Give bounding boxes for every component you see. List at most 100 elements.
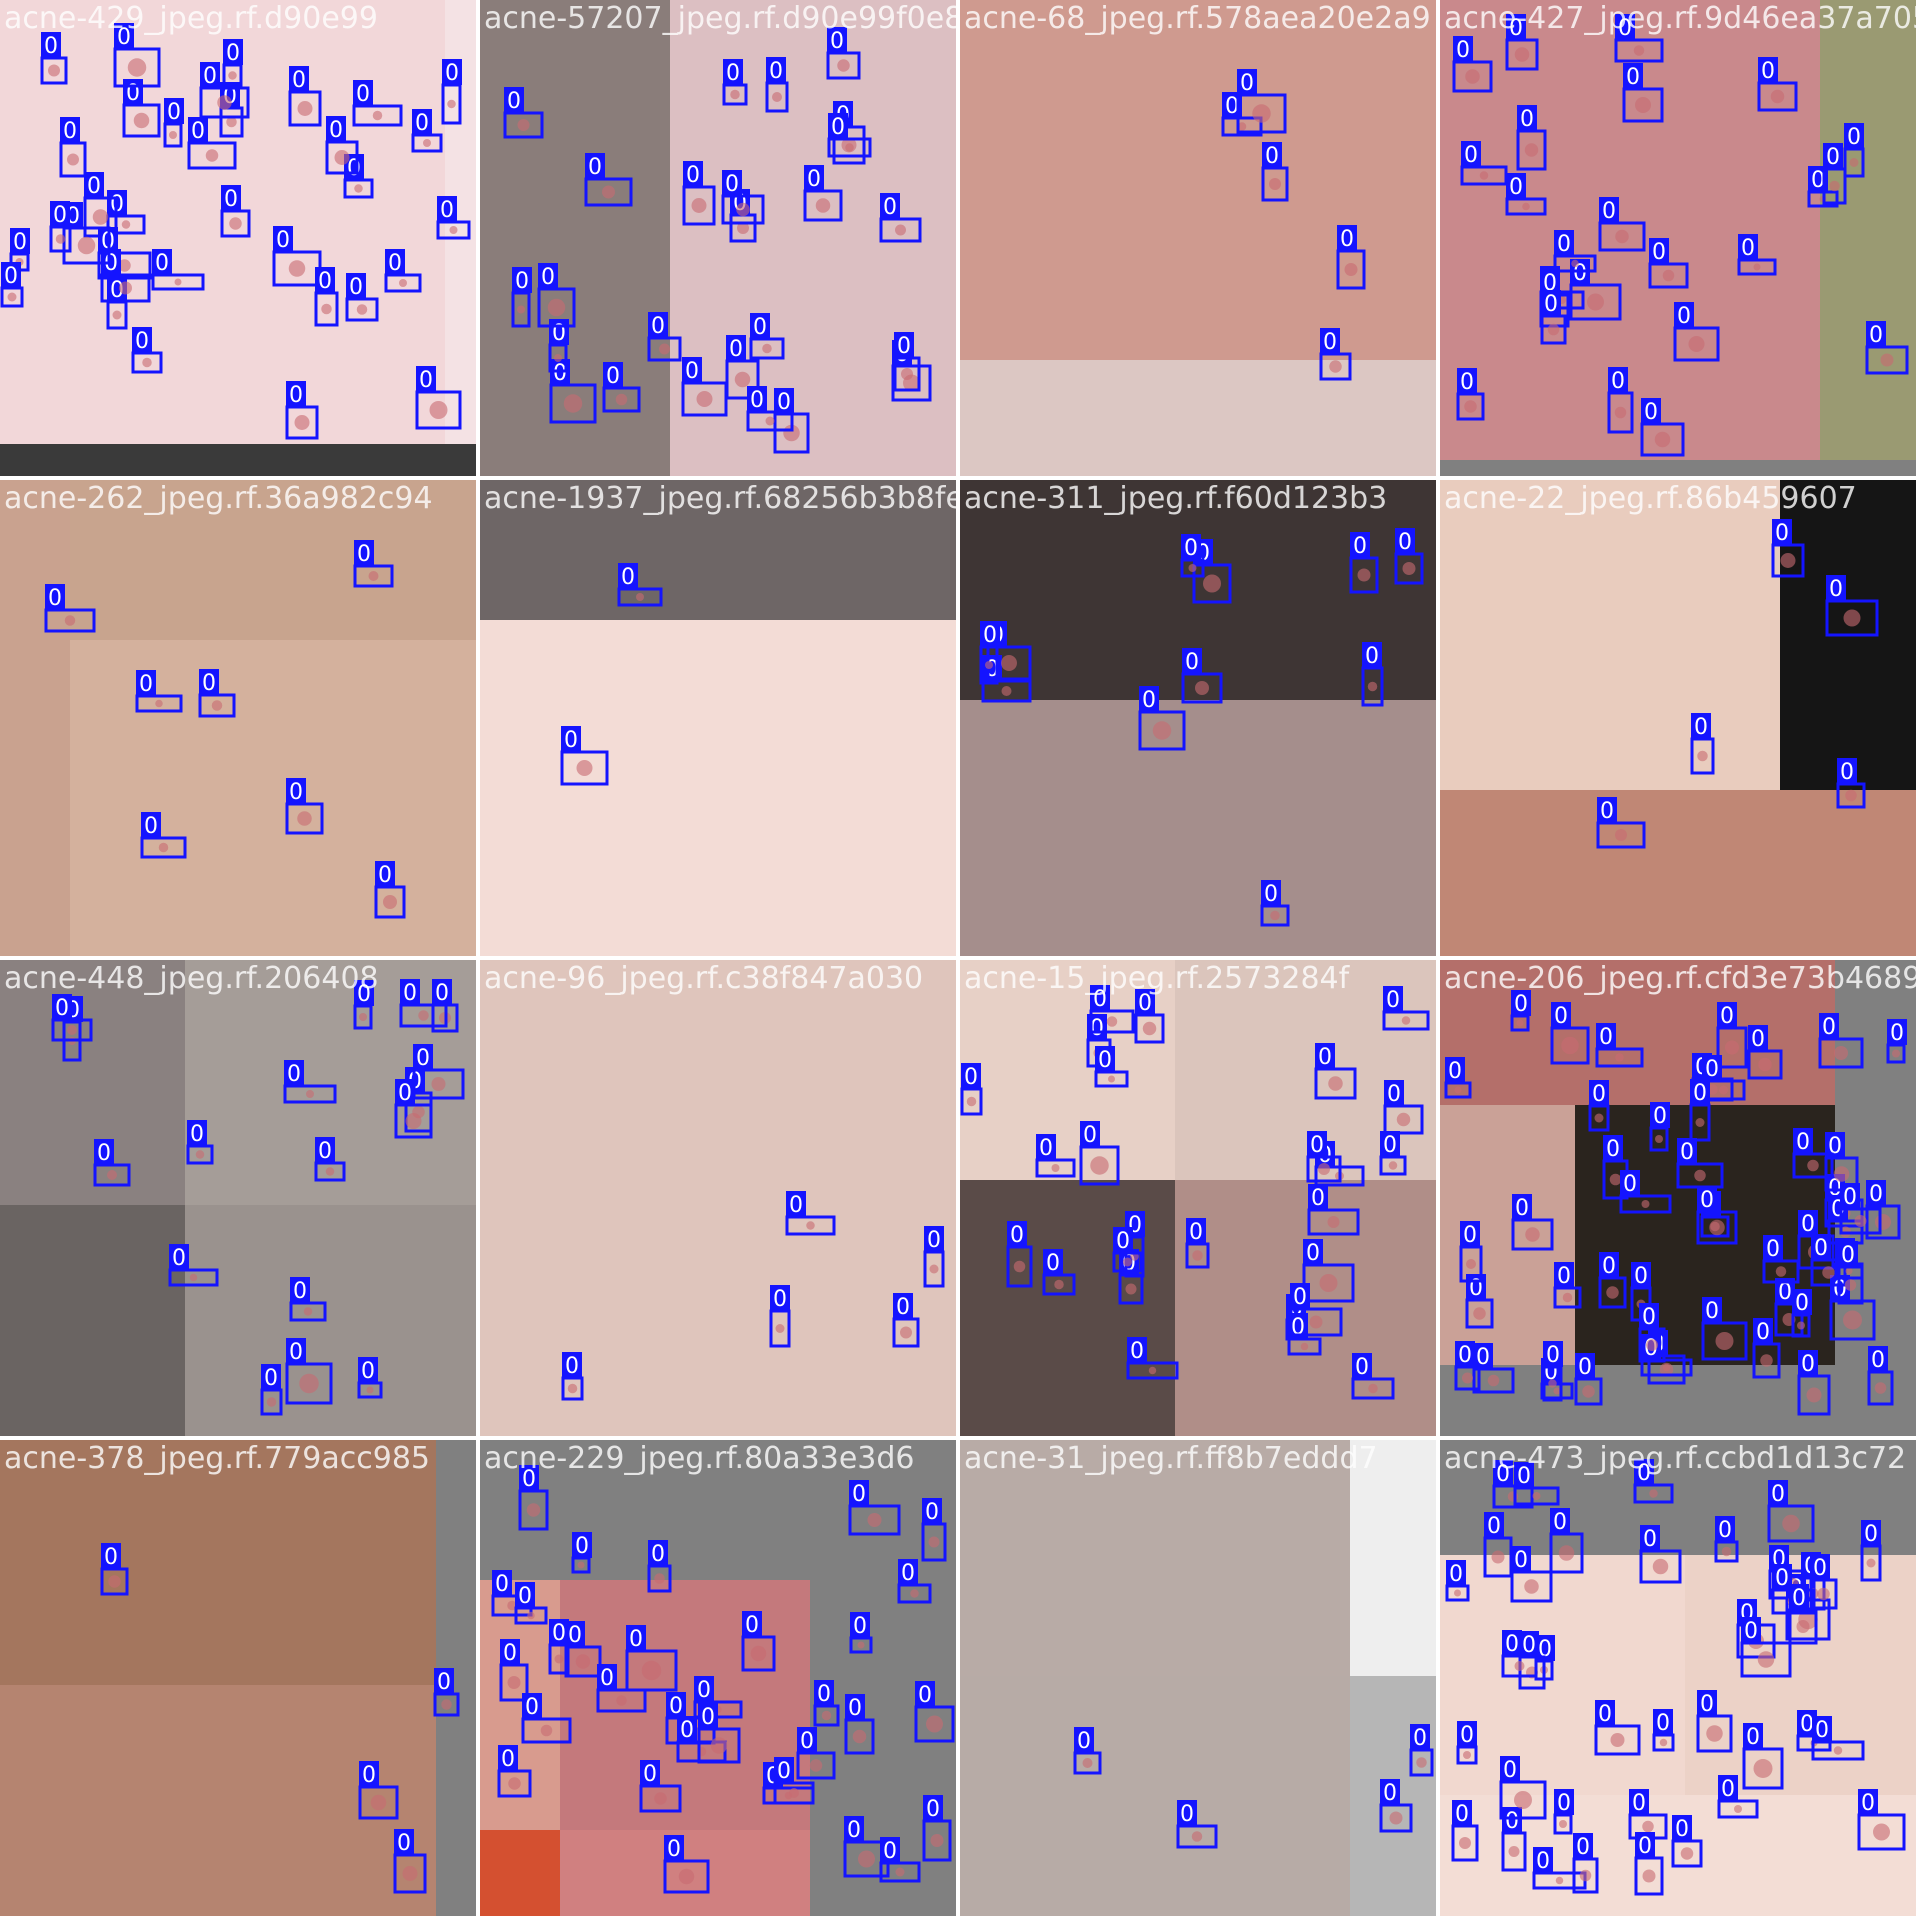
detection-box: 0 — [1860, 1520, 1882, 1582]
box-class-label: 0 — [503, 1641, 517, 1666]
box-class-label: 0 — [1602, 199, 1616, 224]
box-class-label: 0 — [1323, 330, 1337, 355]
detection-box: 0 — [1550, 1002, 1590, 1065]
box-class-label: 0 — [853, 1614, 867, 1639]
box-class-label: 0 — [1573, 261, 1587, 286]
detection-box: 0 — [564, 1621, 602, 1678]
detection-box: 0 — [560, 726, 609, 786]
detection-box: 0 — [1594, 1700, 1641, 1756]
box-class-label: 0 — [606, 364, 620, 389]
box-class-label: 0 — [1644, 400, 1658, 425]
box-class-label: 0 — [226, 41, 240, 66]
box-class-label: 0 — [1705, 1057, 1719, 1082]
box-class-label: 0 — [398, 1081, 412, 1106]
box-class-label: 0 — [1180, 1802, 1194, 1827]
box-class-label: 0 — [983, 623, 997, 648]
tile-image: 0 0 0 0 — [0, 1440, 476, 1916]
box-class-label: 0 — [643, 1762, 657, 1787]
box-class-label: 0 — [621, 565, 635, 590]
detection-box: 0 — [343, 154, 374, 199]
detection-box: 0 — [314, 267, 339, 327]
box-class-label: 0 — [1449, 1562, 1463, 1587]
box-class-label: 0 — [1522, 1633, 1536, 1658]
box-class-label: 0 — [1841, 1243, 1855, 1268]
detection-box: 0 — [1752, 1318, 1781, 1379]
detection-box: 0 — [617, 563, 663, 607]
box-class-label: 0 — [1626, 65, 1640, 90]
box-class-label: 0 — [852, 1482, 866, 1507]
image-region — [0, 1205, 185, 1436]
detection-box: 0 — [1673, 302, 1720, 362]
image-region — [0, 960, 185, 1205]
detection-box: 0 — [803, 165, 843, 222]
box-class-label: 0 — [568, 1623, 582, 1648]
image-region — [1440, 1555, 1685, 1795]
box-class-label: 0 — [1184, 536, 1198, 561]
detection-box: 0 — [1737, 234, 1777, 276]
box-class-label: 0 — [276, 228, 290, 253]
box-class-label: 0 — [1455, 1802, 1469, 1827]
detection-box: 0 — [163, 98, 184, 148]
box-class-label: 0 — [1775, 1566, 1789, 1591]
detection-box: 0 — [1843, 123, 1865, 178]
box-class-label: 0 — [1557, 232, 1571, 257]
image-region — [480, 1580, 560, 1830]
detection-box: 0 — [960, 1063, 983, 1116]
box-class-label: 0 — [1460, 1723, 1474, 1748]
box-class-label: 0 — [1039, 1136, 1053, 1161]
box-class-label: 0 — [1847, 125, 1861, 150]
box-class-label: 0 — [1632, 1791, 1646, 1816]
detection-box: 0 — [1648, 238, 1689, 289]
box-class-label: 0 — [697, 1678, 711, 1703]
box-class-label: 0 — [1142, 688, 1156, 713]
image-region — [1440, 480, 1780, 790]
detection-box: 0 — [1747, 1025, 1783, 1080]
box-class-label: 0 — [1010, 1223, 1024, 1248]
box-class-label: 0 — [522, 1467, 536, 1492]
box-class-label: 0 — [651, 1542, 665, 1567]
box-class-label: 0 — [1503, 1758, 1517, 1783]
detection-box: 0 — [1460, 141, 1508, 186]
box-class-label: 0 — [1800, 1712, 1814, 1737]
detection-box: 0 — [1639, 1525, 1682, 1584]
image-tile: 0 0 0 0 0 0 0 0 0 0 0 0 0 0 0 0 0 0 0 0 0 0 0 0 0 0 0 0 0 0 0 0 0 0 acne-4… — [0, 0, 476, 476]
detection-box: 0 — [1676, 1138, 1724, 1189]
detection-box: 0 — [1696, 1186, 1738, 1245]
detection-box: 0 — [1633, 1459, 1674, 1504]
box-class-label: 0 — [1496, 1462, 1510, 1487]
box-class-label: 0 — [63, 119, 77, 144]
detection-box: 0 — [813, 1680, 840, 1727]
detection-box: 0 — [1717, 1775, 1759, 1819]
box-class-label: 0 — [203, 64, 217, 89]
detection-box: 0 — [1602, 1135, 1629, 1200]
box-class-label: 0 — [1890, 1021, 1904, 1046]
detection-box: 0 — [1510, 990, 1531, 1032]
box-class-label: 0 — [1098, 1048, 1112, 1073]
detection-box: 0 — [647, 1540, 672, 1593]
image-tile: 0 0 0 0 acne-378_jpeg.rf.779acc985 — [0, 1440, 476, 1916]
box-class-label: 0 — [495, 1572, 509, 1597]
detection-box: 0 — [1306, 1131, 1342, 1183]
detection-box: 0 — [1236, 69, 1287, 134]
detection-box: 0 — [826, 27, 861, 80]
box-class-label: 0 — [1310, 1133, 1324, 1158]
box-class-label: 0 — [440, 198, 454, 223]
box-class-label: 0 — [1643, 1527, 1657, 1552]
box-class-label: 0 — [87, 174, 101, 199]
detection-box: 0 — [1628, 1789, 1668, 1840]
detection-box: 0 — [51, 994, 93, 1042]
image-region — [1440, 960, 1835, 1105]
detection-box: 0 — [844, 1694, 875, 1755]
box-class-label: 0 — [896, 1295, 910, 1320]
detection-box: 0 — [1336, 225, 1366, 290]
image-tile: 0 0 0 0 0 acne-22_jpeg.rf.86b459607 — [1440, 480, 1916, 956]
box-class-label: 0 — [1318, 1045, 1332, 1070]
box-class-label: 0 — [701, 1705, 715, 1730]
detection-box: 0 — [1379, 1131, 1407, 1176]
detection-box: 0 — [1456, 1721, 1478, 1765]
box-class-label: 0 — [1634, 1264, 1648, 1289]
box-class-label: 0 — [135, 329, 149, 354]
